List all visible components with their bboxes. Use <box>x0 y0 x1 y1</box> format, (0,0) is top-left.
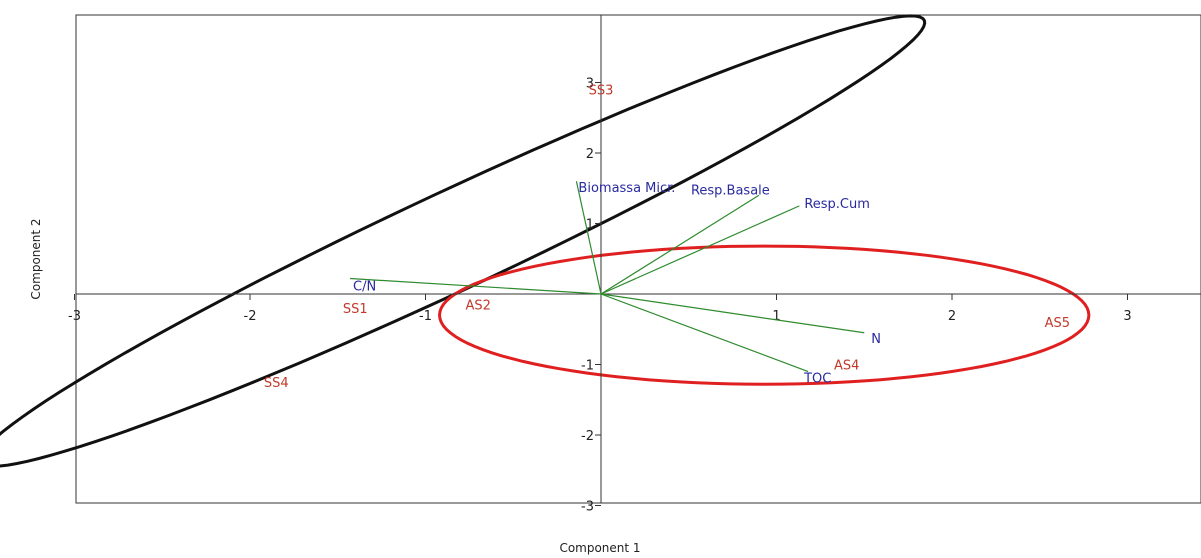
x-tick-label: 1 <box>772 309 780 324</box>
x-tick-label: -3 <box>68 309 81 324</box>
loading-line-c-n <box>349 277 602 295</box>
loading-label-c-n: C/N <box>353 279 376 294</box>
axis-ticks: -3 -2 -1 1 2 3 -3 -2 -1 1 2 3 <box>68 77 1132 515</box>
loading-line-biomassa-micr <box>575 181 602 295</box>
center-axes <box>76 15 1201 503</box>
x-tick-label: -1 <box>419 309 432 324</box>
sample-label-ss4: SS4 <box>264 376 289 391</box>
point-labels: Biomassa Micr. Resp.Basale Resp.Cum C/N N TOC… <box>264 84 1070 392</box>
sample-label-ss3: SS3 <box>589 84 614 99</box>
y-tick-label: -1 <box>581 359 594 374</box>
plot-frame <box>75 14 1201 504</box>
x-tick-label: -2 <box>244 309 257 324</box>
x-tick-label: 2 <box>948 309 956 324</box>
x-axis-title: Component 1 <box>559 541 640 555</box>
group-ellipses <box>0 14 1091 468</box>
loading-line-toc <box>600 293 809 373</box>
sample-label-as2: AS2 <box>465 299 490 314</box>
sample-label-ss1: SS1 <box>343 302 368 317</box>
sample-label-as5: AS5 <box>1045 316 1070 331</box>
loading-label-resp-basale: Resp.Basale <box>691 183 770 198</box>
loading-line-resp-basale <box>600 194 760 295</box>
group-ellipse-1 <box>0 14 927 468</box>
y-tick-label: -3 <box>581 500 594 515</box>
loading-label-biomassa-micr: Biomassa Micr. <box>578 181 675 196</box>
loading-line-resp-cum <box>600 205 800 295</box>
loading-label-toc: TOC <box>803 372 831 387</box>
y-tick-label: -2 <box>581 429 594 444</box>
loading-line-n <box>600 293 865 334</box>
y-axis-title: Component 2 <box>29 218 43 299</box>
y-tick-label: 3 <box>586 77 594 92</box>
group-ellipse-2 <box>437 244 1091 386</box>
sample-label-as4: AS4 <box>834 359 859 374</box>
loading-label-n: N <box>871 332 881 347</box>
x-tick-label: 3 <box>1123 309 1131 324</box>
y-tick-label: 1 <box>586 218 594 233</box>
loading-label-resp-cum: Resp.Cum <box>804 197 870 212</box>
loading-vectors <box>349 181 865 373</box>
y-tick-label: 2 <box>586 147 594 162</box>
